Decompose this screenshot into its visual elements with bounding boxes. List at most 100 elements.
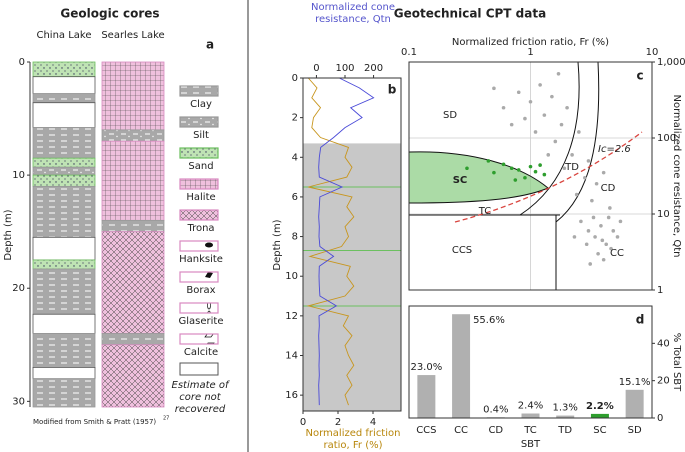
zone-boundary <box>555 61 600 223</box>
data-point <box>501 105 506 110</box>
zone-label: SD <box>443 110 457 121</box>
y-tick-label: 14 <box>285 351 298 362</box>
legend-label: Estimate of core not recovered <box>171 380 229 415</box>
legend-label: Clay <box>190 99 212 110</box>
data-point <box>528 164 533 169</box>
x2-tick-label: 100 <box>335 63 354 74</box>
data-point <box>513 178 518 182</box>
core-interval <box>32 313 96 334</box>
x-tick-label: CC <box>454 425 468 436</box>
y-tick-label: 16 <box>285 390 298 401</box>
y-tick-label: 10 <box>657 209 670 220</box>
legend-swatch <box>179 147 219 159</box>
data-point <box>542 172 547 177</box>
core-interval <box>101 333 165 346</box>
legend-swatch <box>179 85 219 97</box>
y-tick-label: 1 <box>657 285 663 296</box>
y-tick-label: 8 <box>292 232 298 243</box>
profile-line <box>318 77 375 406</box>
data-point <box>546 153 551 157</box>
data-point <box>588 262 593 266</box>
y-tick-label: 12 <box>285 311 298 322</box>
data-point <box>565 105 569 110</box>
data-point <box>559 122 564 127</box>
core-name: Searles Lake <box>101 30 165 41</box>
x-tick-label: 1 <box>527 47 533 58</box>
data-point <box>550 94 554 99</box>
x-tick-label: 10 <box>646 47 659 58</box>
legend-label: Glaserite <box>179 316 224 327</box>
bar <box>625 389 644 418</box>
y-tick-label: 10 <box>12 170 25 181</box>
y-tick-label: 10 <box>285 271 298 282</box>
data-point <box>604 242 609 247</box>
data-point <box>570 153 574 157</box>
sc-zone <box>408 151 549 204</box>
value-label: 0.4% <box>483 404 508 415</box>
zone-label: CC <box>610 248 624 259</box>
core-interval <box>101 344 165 408</box>
data-point <box>572 235 577 239</box>
data-point <box>599 223 603 228</box>
core-interval <box>101 61 165 131</box>
sbt-zones <box>408 61 643 290</box>
right-title: Geotechnical CPT data <box>394 7 546 21</box>
data-point <box>556 71 561 76</box>
bar <box>452 314 471 418</box>
core-interval <box>32 102 96 129</box>
data-point <box>615 235 620 239</box>
legend-swatch <box>179 362 219 376</box>
data-point <box>590 198 594 203</box>
panel-label: b <box>388 83 397 97</box>
zone-label: TC <box>478 206 492 217</box>
core-interval <box>32 259 96 270</box>
data-point <box>528 99 533 104</box>
data-point <box>486 159 491 163</box>
legend-label: Borax <box>186 285 215 296</box>
shaded-zone <box>303 143 401 412</box>
x-tick-label: TC <box>523 425 537 436</box>
core-interval <box>32 186 96 238</box>
x-tick-label: 2 <box>335 417 341 428</box>
data-point <box>609 246 613 251</box>
y-tick-label: 40 <box>657 338 670 349</box>
plot-frame <box>408 61 653 291</box>
data-point <box>538 163 542 167</box>
core-interval <box>32 61 96 78</box>
data-point <box>492 170 496 175</box>
value-label: 1.3% <box>553 403 578 414</box>
x-tick-label: CD <box>488 425 503 436</box>
legend-label: Hanksite <box>179 254 223 265</box>
legend-swatch <box>179 302 219 314</box>
y-tick-label: 30 <box>12 396 25 407</box>
value-label: 55.6% <box>473 315 505 326</box>
y-axis-label: Depth (m) <box>272 219 283 270</box>
data-point <box>596 251 600 256</box>
data-point <box>601 257 606 262</box>
core-interval <box>32 76 96 95</box>
left-title: Geologic cores <box>60 7 159 21</box>
x-tick-label: TD <box>557 425 572 436</box>
core-interval <box>101 129 165 142</box>
y-axis-label: % Total SBT <box>671 333 682 392</box>
core-interval <box>32 93 96 104</box>
legend-swatch <box>179 209 219 221</box>
credit-ref: 27 <box>163 416 169 422</box>
data-point <box>600 238 605 243</box>
data-point <box>574 192 579 197</box>
y-tick-label: 1,000 <box>657 57 685 68</box>
credit: Modified from Smith & Pratt (1957) <box>33 418 156 426</box>
value-label: 2.2% <box>586 401 614 412</box>
value-label: 23.0% <box>410 362 442 373</box>
data-point <box>538 83 542 87</box>
legend-label: Calcite <box>184 347 218 358</box>
core-interval <box>32 157 96 168</box>
y-tick-label: 100 <box>657 133 676 144</box>
y-axis-label: Normalized cone resistance, Qtn <box>671 95 682 258</box>
x-axis-label: Normalized friction ratio, Fr (%) <box>305 428 401 451</box>
plot-frame <box>302 77 402 412</box>
profile-line <box>306 77 355 406</box>
core-interval <box>32 378 96 408</box>
data-point <box>523 175 527 180</box>
ic-line <box>454 131 643 223</box>
